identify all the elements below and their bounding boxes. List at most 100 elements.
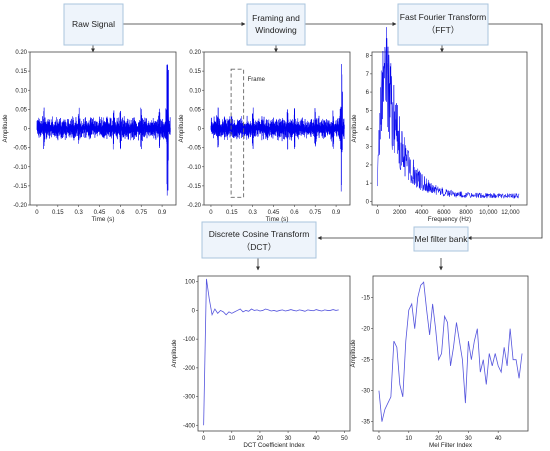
signal-series-line [36, 64, 171, 196]
y-axis-label: Amplitude [178, 114, 185, 142]
x-axis-label: Mel Filter Index [429, 442, 473, 449]
signal-series-line [210, 64, 345, 192]
y-tick-label: 0.15 [189, 69, 201, 75]
y-tick-label: 0.10 [189, 88, 201, 94]
y-tick-label: -0.15 [13, 184, 27, 190]
x-tick-label: 0.3 [248, 210, 257, 216]
x-tick-label: 0 [35, 210, 39, 216]
x-tick-label: 0.6 [290, 210, 299, 216]
y-tick-label: 0.05 [189, 107, 201, 113]
framing-label-line1: Framing and [252, 13, 300, 23]
x-tick-label: 0.45 [94, 210, 106, 216]
y-tick-label: -100 [183, 337, 196, 343]
y-tick-label: -20 [361, 327, 370, 333]
y-tick-label: -0.05 [187, 146, 201, 152]
frame-window-box [230, 68, 245, 198]
y-axis-label: Amplitude [171, 339, 178, 367]
y-tick-label: 5 [366, 108, 370, 114]
y-tick-label: 0.05 [15, 107, 27, 113]
arrow-fft-to-mel [467, 23, 543, 240]
y-tick-label: -25 [361, 358, 370, 364]
raw-signal-chart: 0 0.15 0.3 0.45 0.6 0.75 0.9 0.20 0.15 0.10 0.05 0 -… [2, 50, 177, 223]
y-axis-label: Amplitude [2, 114, 9, 142]
x-tick-label: 10 [228, 436, 235, 442]
x-tick-label: 40 [313, 436, 320, 442]
y-tick-label: 0 [198, 127, 202, 133]
x-tick-label: 0.45 [268, 210, 280, 216]
x-axis-label: Time (s) [266, 216, 289, 223]
step-dct: Discrete Cosine Transform （DCT） [201, 221, 317, 259]
x-tick-label: 2000 [393, 210, 407, 216]
y-tick-label: 7 [366, 72, 370, 78]
y-tick-label: 0 [366, 199, 370, 205]
x-tick-label: 0 [202, 436, 206, 442]
fft-label-line2: （FFT） [427, 25, 460, 35]
y-tick-label: 0.20 [15, 50, 27, 56]
framing-label-line2: Windowing [255, 25, 297, 35]
mel-label: Mel filter bank [415, 234, 469, 244]
x-tick-label: 0 [377, 436, 381, 442]
y-tick-label: 8 [366, 54, 370, 60]
y-tick-label: 100 [185, 280, 196, 286]
y-tick-label: -300 [183, 395, 196, 401]
framing-chart: 0 0.15 0.3 0.45 0.6 0.75 0.9 0.20 0.15 0.10 0.05 0 -… [178, 50, 351, 223]
y-tick-label: -0.05 [13, 146, 27, 152]
coefficient-series-line [203, 278, 339, 426]
x-tick-label: 30 [285, 436, 292, 442]
y-tick-label: 6 [366, 90, 370, 96]
y-tick-label: 0 [192, 308, 196, 314]
y-tick-label: -15 [361, 296, 370, 302]
x-tick-label: 12,000 [501, 210, 520, 216]
mel-chart: 0 10 20 30 40 -15 -20 -25 -30 -35 Mel Filter Index… [350, 275, 529, 449]
y-tick-label: 0.20 [189, 50, 201, 56]
y-tick-label: 4 [366, 127, 370, 133]
dct-label-line1: Discrete Cosine Transform [209, 229, 310, 239]
x-tick-label: 0.75 [309, 210, 321, 216]
x-tick-label: 10 [405, 436, 412, 442]
x-tick-label: 30 [465, 436, 472, 442]
coefficient-series-line [378, 281, 523, 422]
frame-label: Frame [248, 77, 266, 83]
y-tick-label: -30 [361, 389, 370, 395]
x-tick-label: 0.3 [74, 210, 83, 216]
y-tick-label: 1 [366, 181, 370, 187]
raw-signal-label: Raw Signal [72, 19, 115, 29]
y-tick-label: 0.10 [15, 88, 27, 94]
spectrum-series-line [377, 27, 520, 200]
step-framing: Framing and Windowing [246, 3, 306, 46]
y-tick-label: -0.20 [187, 203, 201, 209]
x-axis-label: Time (s) [92, 216, 115, 223]
plot-frame [197, 275, 351, 432]
plot-frame [372, 275, 529, 432]
y-tick-label: 3 [366, 145, 370, 151]
y-tick-label: 0.15 [15, 69, 27, 75]
x-axis-label: Frequency (Hz) [428, 216, 471, 223]
dct-chart: 0 10 20 30 40 50 100 0 -100 -200 -300 -400 DCT Coeff… [171, 275, 351, 449]
x-tick-label: 0 [376, 210, 380, 216]
dct-label-line2: （DCT） [242, 242, 276, 252]
x-tick-label: 8000 [459, 210, 473, 216]
x-tick-label: 6000 [437, 210, 451, 216]
x-tick-label: 0.9 [332, 210, 341, 216]
x-tick-label: 40 [495, 436, 502, 442]
y-tick-label: -0.15 [187, 184, 201, 190]
plot-frame [371, 51, 528, 206]
x-axis-label: DCT Coefficient Index [243, 442, 305, 449]
y-tick-label: -0.10 [13, 165, 27, 171]
fft-label-line1: Fast Fourier Transform [400, 12, 486, 22]
y-tick-label: 2 [366, 163, 370, 169]
y-tick-label: -400 [183, 423, 196, 429]
x-tick-label: 0.6 [116, 210, 125, 216]
x-tick-label: 20 [257, 436, 264, 442]
x-tick-label: 0.75 [135, 210, 147, 216]
y-tick-label: -0.10 [187, 165, 201, 171]
x-tick-label: 0 [209, 210, 213, 216]
x-tick-label: 0.15 [52, 210, 64, 216]
connectors [91, 22, 543, 271]
x-tick-label: 0.15 [226, 210, 238, 216]
x-tick-label: 4000 [415, 210, 429, 216]
x-tick-label: 20 [435, 436, 442, 442]
y-axis-label: Amplitude [351, 114, 358, 142]
y-tick-label: -35 [361, 420, 370, 426]
